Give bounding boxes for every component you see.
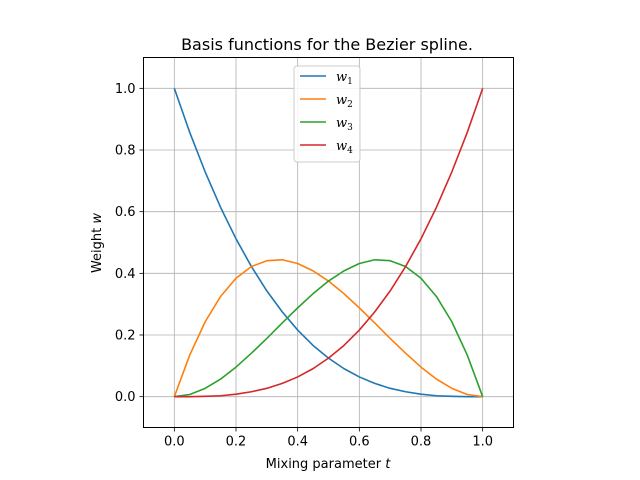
x-tick-label: 0.0 bbox=[164, 435, 185, 450]
legend-label-w4: w4 bbox=[336, 139, 353, 156]
legend: w1 w2 w3 w4 bbox=[293, 65, 361, 163]
y-tick-label: 0.2 bbox=[115, 329, 136, 344]
y-axis-label: Weight w bbox=[90, 213, 105, 273]
plot-frame bbox=[143, 57, 514, 428]
legend-label-w1: w1 bbox=[336, 70, 353, 87]
series-line-w4 bbox=[174, 88, 484, 398]
y-tick-label: 0.0 bbox=[115, 390, 136, 405]
plot-lines bbox=[173, 88, 484, 398]
legend-box bbox=[293, 65, 361, 163]
x-tick-label: 0.4 bbox=[287, 435, 308, 450]
chart-title: Basis functions for the Bezier spline. bbox=[181, 35, 473, 54]
x-tick-label: 0.8 bbox=[411, 435, 432, 450]
y-tick-label: 0.4 bbox=[115, 267, 136, 282]
y-tick-label: 0.8 bbox=[115, 144, 136, 159]
x-tick-label: 1.0 bbox=[472, 435, 493, 450]
y-tick-label: 0.6 bbox=[115, 205, 136, 220]
ticks: 0.0 0.2 0.4 0.6 0.8 1.0 0.0 0.2 0.4 0.6 0.8 1.0 bbox=[115, 82, 493, 450]
legend-label-w2: w2 bbox=[336, 93, 353, 110]
x-tick-label: 0.2 bbox=[226, 435, 247, 450]
series-line-w3 bbox=[174, 258, 484, 398]
x-tick-label: 0.6 bbox=[349, 435, 370, 450]
y-tick-label: 1.0 bbox=[115, 82, 136, 97]
legend-label-w3: w3 bbox=[336, 116, 353, 133]
x-axis-label: Mixing parameter t bbox=[266, 457, 392, 472]
